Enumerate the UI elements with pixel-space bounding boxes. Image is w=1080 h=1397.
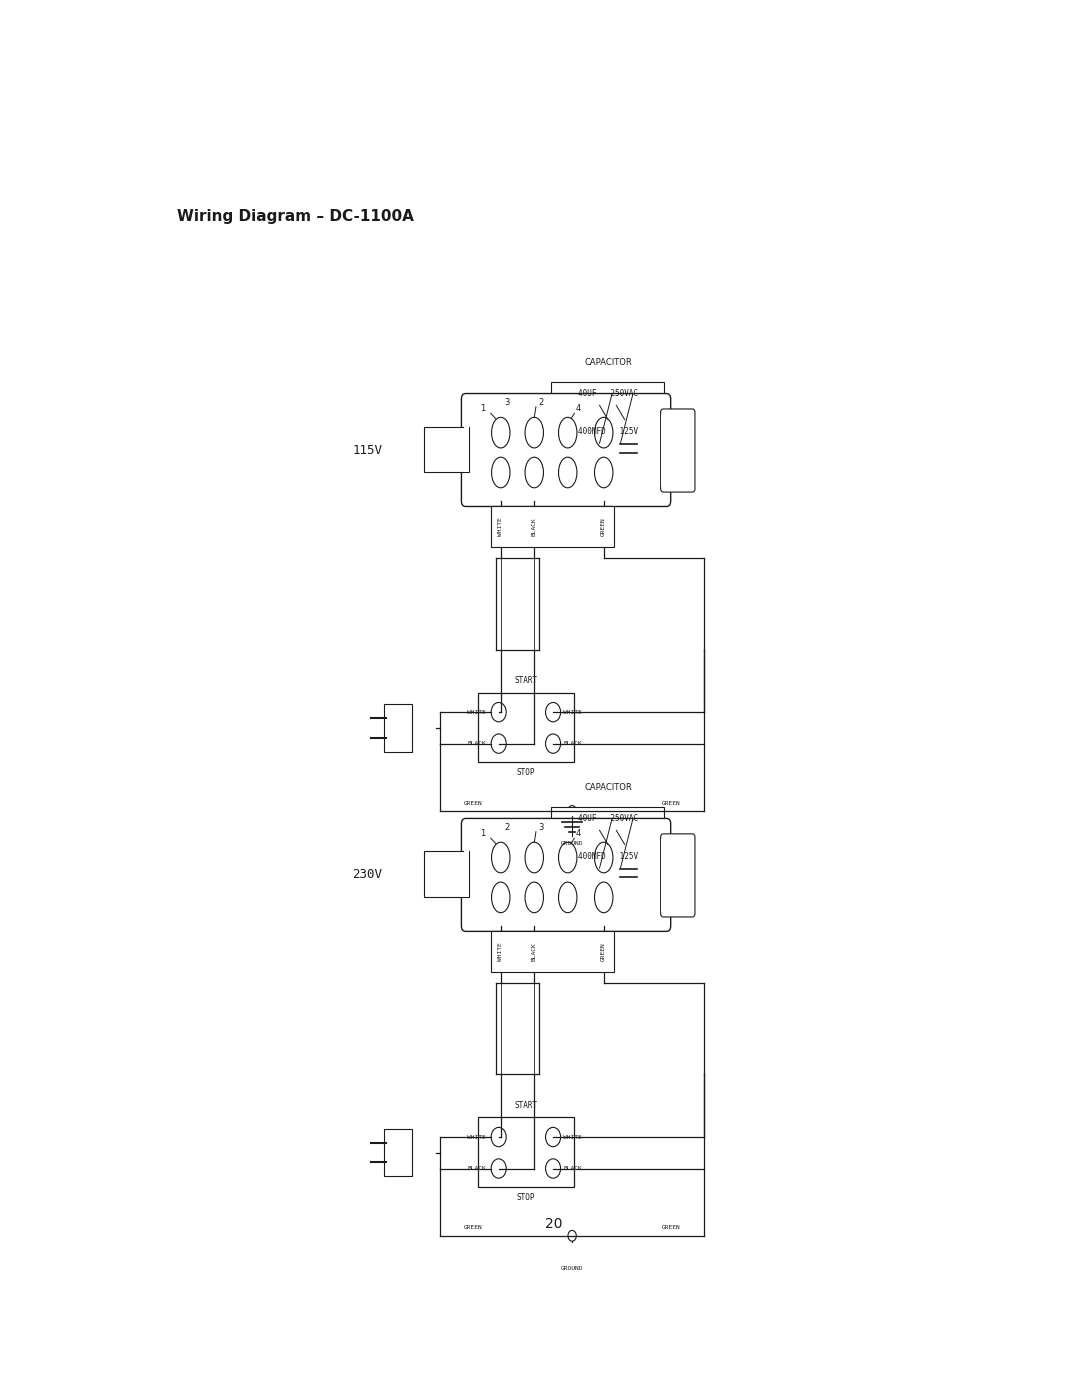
Text: 2: 2 — [504, 823, 510, 833]
Circle shape — [491, 1127, 507, 1147]
Text: 400MFD   125V: 400MFD 125V — [578, 852, 638, 861]
Bar — [423, 851, 469, 897]
Text: GREEN: GREEN — [602, 517, 606, 536]
FancyBboxPatch shape — [661, 409, 694, 492]
Text: 1: 1 — [480, 405, 485, 414]
Text: CAPACITOR: CAPACITOR — [584, 782, 632, 792]
Circle shape — [545, 703, 561, 722]
Ellipse shape — [558, 418, 577, 448]
Bar — [477, 693, 573, 763]
Ellipse shape — [525, 418, 543, 448]
Bar — [552, 844, 664, 868]
Text: WHITE: WHITE — [468, 710, 486, 715]
Ellipse shape — [491, 842, 510, 873]
Text: BLACK: BLACK — [563, 1166, 582, 1171]
Text: 4: 4 — [576, 405, 580, 414]
FancyBboxPatch shape — [461, 819, 671, 932]
Text: BLACK: BLACK — [531, 943, 537, 961]
Bar — [477, 1118, 573, 1187]
Text: 3: 3 — [538, 823, 543, 833]
Circle shape — [568, 806, 577, 816]
Circle shape — [491, 703, 507, 722]
Bar — [661, 415, 665, 486]
Text: WHITE: WHITE — [468, 1134, 486, 1140]
Ellipse shape — [558, 457, 577, 488]
Text: 40UF   250VAC: 40UF 250VAC — [578, 388, 638, 398]
FancyBboxPatch shape — [384, 704, 413, 752]
Bar — [464, 426, 469, 472]
FancyBboxPatch shape — [461, 394, 671, 507]
Text: BLACK: BLACK — [468, 1166, 486, 1171]
Bar — [490, 507, 613, 548]
Text: CAPACITOR: CAPACITOR — [584, 358, 632, 366]
Ellipse shape — [525, 882, 543, 912]
Text: START: START — [514, 1101, 538, 1111]
Ellipse shape — [558, 842, 577, 873]
Text: 2: 2 — [538, 398, 543, 407]
Text: BLACK: BLACK — [563, 742, 582, 746]
Bar — [552, 381, 664, 405]
Text: BLACK: BLACK — [531, 517, 537, 536]
FancyBboxPatch shape — [384, 1129, 413, 1176]
Text: 400MFD   125V: 400MFD 125V — [578, 427, 638, 436]
Text: Wiring Diagram – DC-1100A: Wiring Diagram – DC-1100A — [177, 208, 414, 224]
Ellipse shape — [558, 882, 577, 912]
Ellipse shape — [491, 418, 510, 448]
Text: GREEN: GREEN — [661, 800, 680, 806]
Ellipse shape — [594, 842, 613, 873]
Bar — [490, 932, 613, 972]
Text: WHITE: WHITE — [563, 1134, 582, 1140]
Text: WHITE: WHITE — [498, 943, 503, 961]
Text: 20: 20 — [544, 1217, 563, 1231]
Circle shape — [491, 733, 507, 753]
Text: STOP: STOP — [516, 1193, 535, 1201]
Circle shape — [491, 1160, 507, 1178]
Text: WHITE: WHITE — [563, 710, 582, 715]
Text: GROUND: GROUND — [561, 841, 583, 847]
Bar — [552, 419, 664, 443]
Ellipse shape — [525, 457, 543, 488]
Bar — [464, 851, 469, 897]
Circle shape — [545, 1127, 561, 1147]
Text: GROUND: GROUND — [561, 1266, 583, 1271]
Circle shape — [568, 1231, 577, 1241]
Text: 40UF   250VAC: 40UF 250VAC — [578, 814, 638, 823]
Circle shape — [545, 1160, 561, 1178]
Ellipse shape — [525, 842, 543, 873]
Text: START: START — [514, 676, 538, 685]
Text: GREEN: GREEN — [464, 800, 483, 806]
Text: 230V: 230V — [352, 869, 382, 882]
Bar — [552, 806, 664, 830]
Ellipse shape — [594, 457, 613, 488]
Ellipse shape — [594, 418, 613, 448]
Ellipse shape — [491, 882, 510, 912]
Text: GREEN: GREEN — [661, 1225, 680, 1231]
Text: 4: 4 — [576, 830, 580, 838]
FancyBboxPatch shape — [661, 834, 694, 916]
Bar — [661, 840, 665, 912]
Text: 3: 3 — [504, 398, 510, 407]
Text: BLACK: BLACK — [468, 742, 486, 746]
Text: WHITE: WHITE — [498, 517, 503, 536]
Ellipse shape — [491, 457, 510, 488]
Text: GREEN: GREEN — [602, 943, 606, 961]
Bar — [423, 426, 469, 472]
Text: 115V: 115V — [352, 443, 382, 457]
Text: 1: 1 — [480, 830, 485, 838]
Text: STOP: STOP — [516, 768, 535, 777]
Ellipse shape — [594, 882, 613, 912]
Text: GREEN: GREEN — [464, 1225, 483, 1231]
Circle shape — [545, 733, 561, 753]
